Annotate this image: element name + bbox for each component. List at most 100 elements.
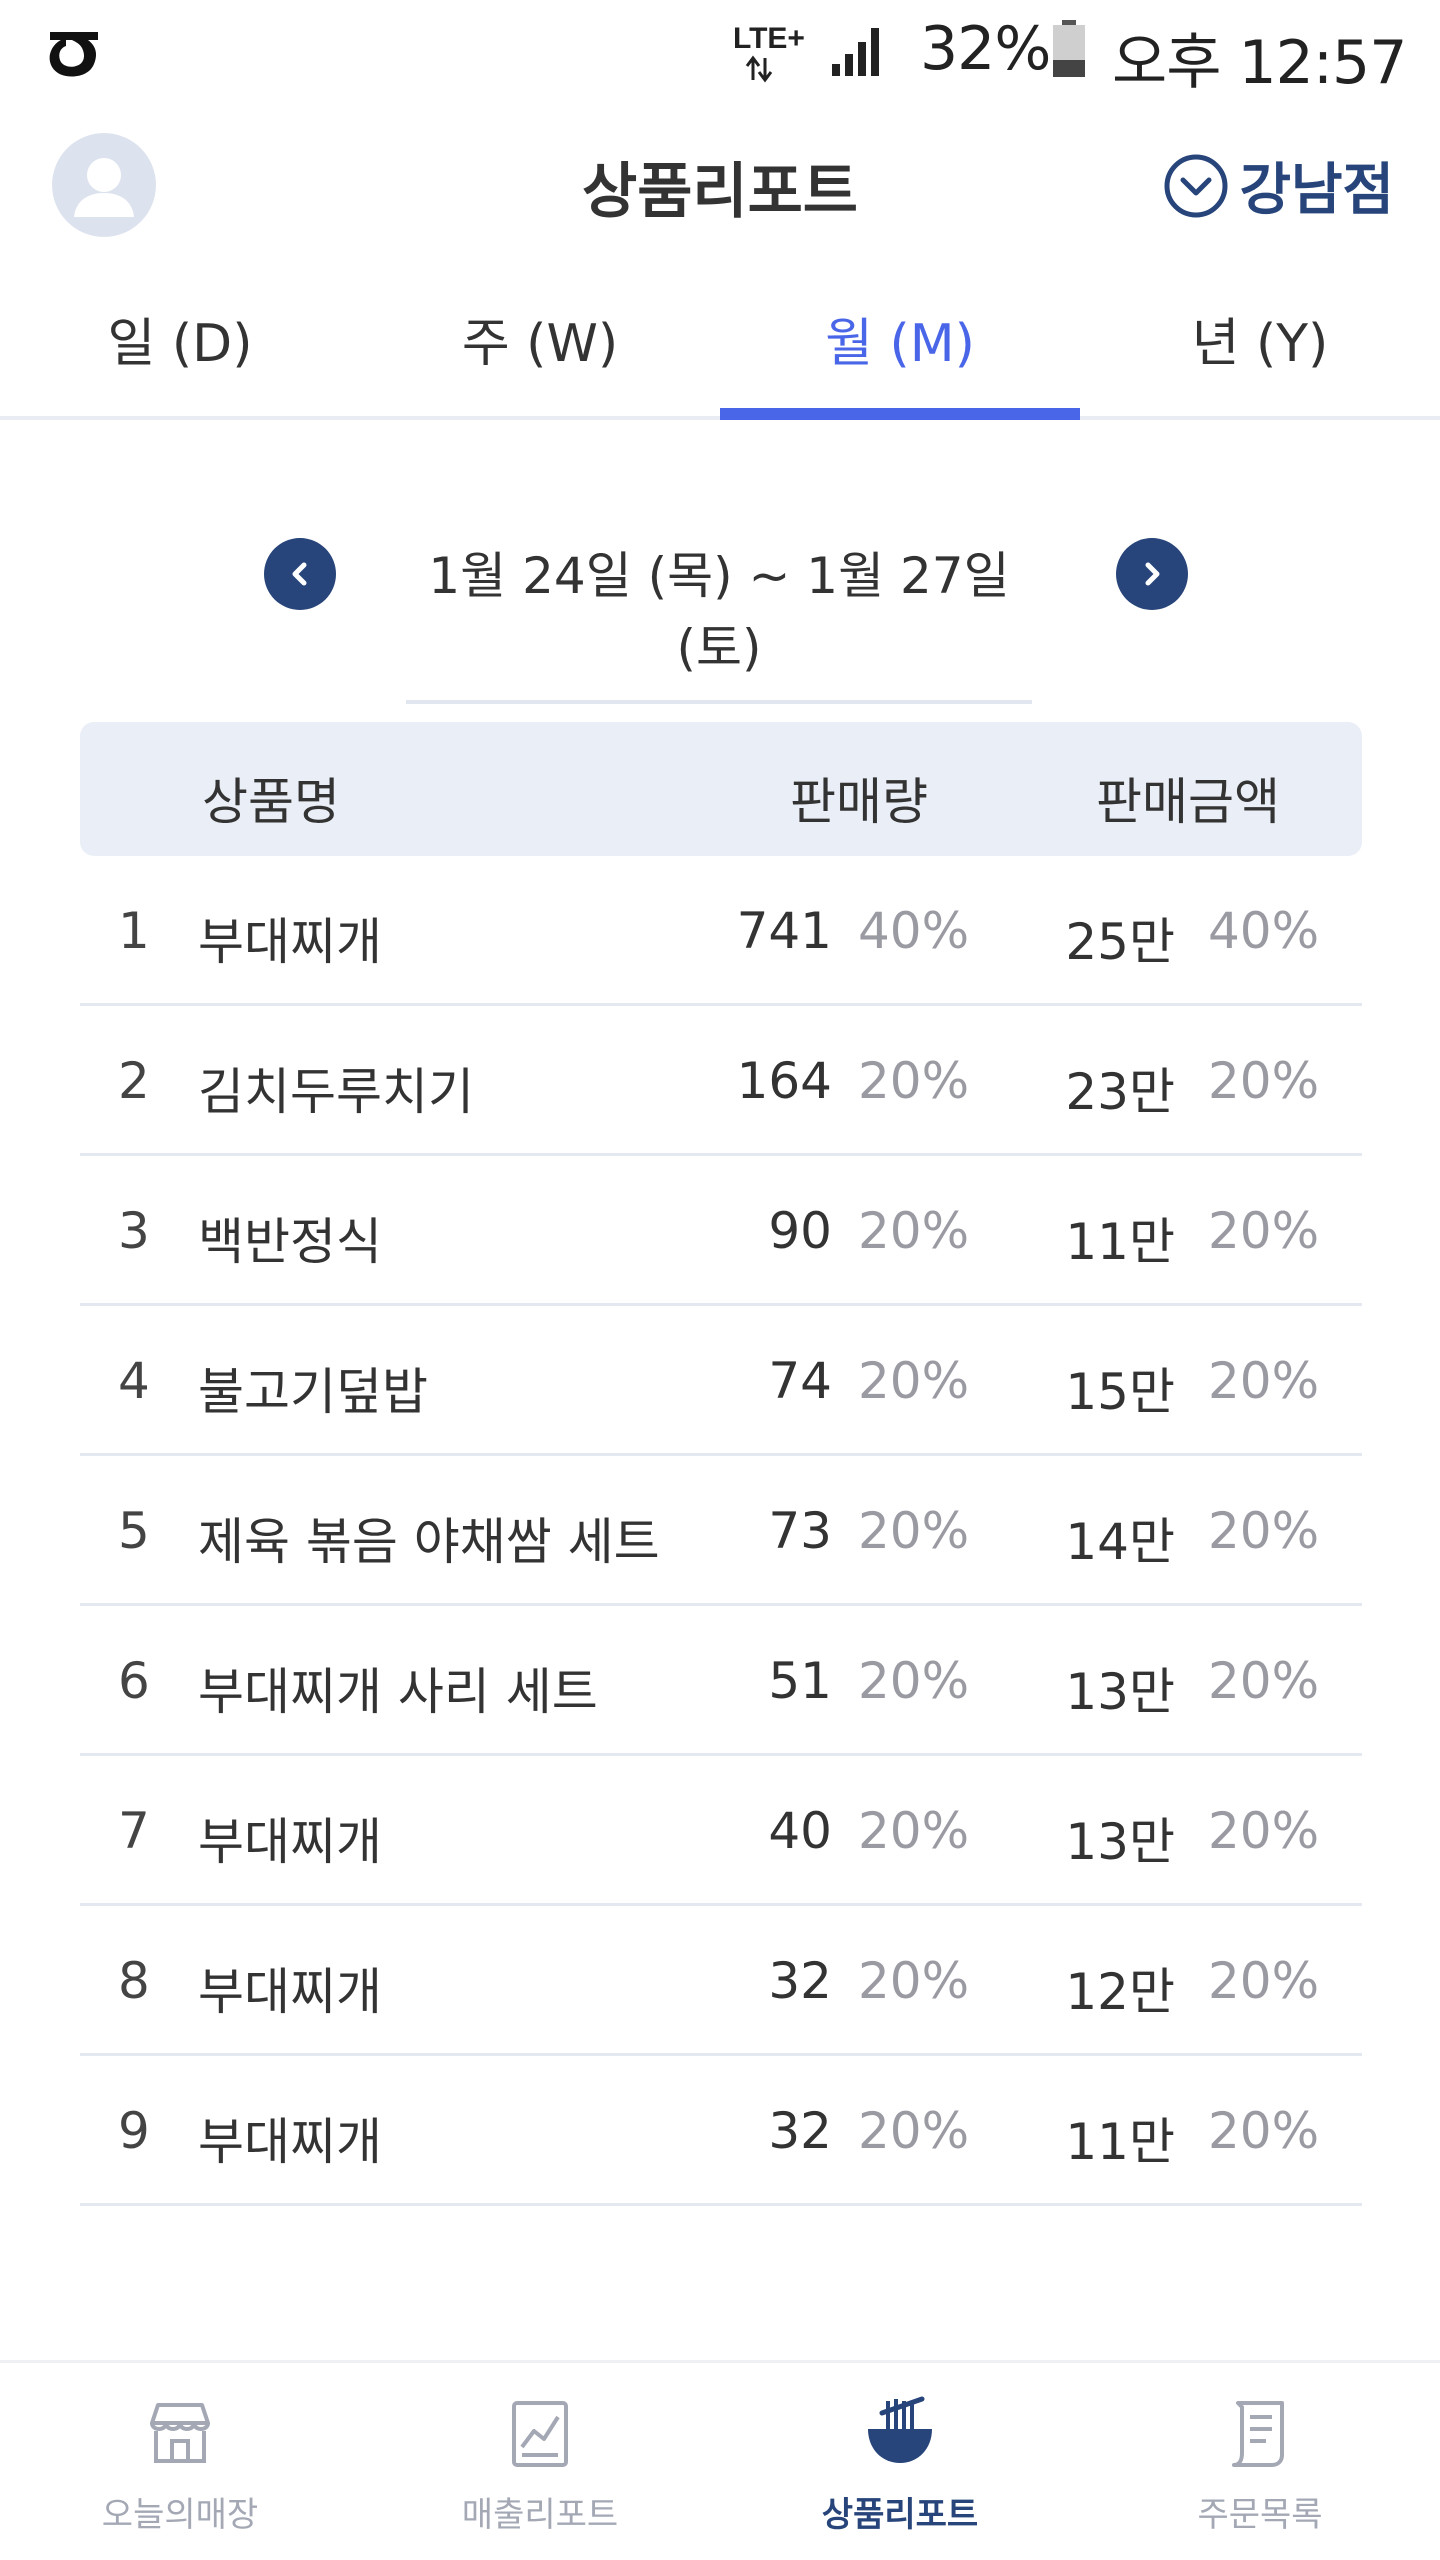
sales-qty-cell: 74 <box>768 1352 832 1410</box>
sales-amount-cell: 12만 <box>1065 1963 1175 2021</box>
column-header-qty: 판매량 <box>790 773 928 831</box>
table-row[interactable]: 6 부대찌개 사리 세트 51 20% 13만 20% <box>80 1606 1362 1756</box>
store-selector[interactable]: 강남점 <box>1163 145 1394 226</box>
sales-qty-cell: 51 <box>768 1652 832 1710</box>
tab-week[interactable]: 주 (W) <box>461 313 619 374</box>
receipt-icon <box>1232 2401 1284 2467</box>
sales-amount-cell: 13만 <box>1065 1813 1175 1871</box>
nav-label: 상품리포트 <box>821 2495 979 2535</box>
sales-qty-cell: 164 <box>736 1052 832 1110</box>
sales-amount-cell: 11만 <box>1065 1213 1175 1271</box>
product-name-cell: 부대찌개 사리 세트 <box>198 1663 598 1721</box>
table-header: 상품명 판매량 판매금액 <box>80 722 1362 856</box>
table-row[interactable]: 2 김치두루치기 164 20% 23만 20% <box>80 1006 1362 1156</box>
bottom-nav: 오늘의매장 매출리포트 상품리포트 주문목록 <box>0 2360 1440 2560</box>
chevron-down-circle-icon <box>1164 154 1228 217</box>
table-row[interactable]: 9 부대찌개 32 20% 11만 20% <box>80 2056 1362 2206</box>
sales-amount-cell: 14만 <box>1065 1513 1175 1571</box>
nav-today-store[interactable]: 오늘의매장 <box>0 2363 360 2560</box>
sales-qty-cell: 73 <box>768 1502 832 1560</box>
sales-qty-cell: 32 <box>768 2102 832 2160</box>
sales-qty-percent-cell: 20% <box>858 1802 970 1860</box>
sales-qty-percent-cell: 20% <box>858 1052 970 1110</box>
sales-qty-cell: 40 <box>768 1802 832 1860</box>
date-navigator: 1월 24일 (목) ~ 1월 27일 (토) <box>0 536 1440 704</box>
sales-amount-percent-cell: 20% <box>1208 1952 1320 2010</box>
sales-amount-cell: 23만 <box>1065 1063 1175 1121</box>
rank-cell: 2 <box>118 1052 150 1110</box>
sales-amount-cell: 15만 <box>1065 1363 1175 1421</box>
table-row[interactable]: 5 제육 볶음 야채쌈 세트 73 20% 14만 20% <box>80 1456 1362 1606</box>
column-header-amount: 판매금액 <box>1096 773 1280 831</box>
sales-qty-percent-cell: 20% <box>858 1352 970 1410</box>
nav-order-list[interactable]: 주문목록 <box>1080 2363 1440 2560</box>
chevron-left-icon <box>292 562 307 586</box>
sales-amount-percent-cell: 20% <box>1208 1352 1320 1410</box>
lte-icon: LTE+ <box>733 22 805 83</box>
product-name-cell: 불고기덮밥 <box>198 1363 428 1421</box>
rank-cell: 8 <box>118 1952 150 2010</box>
rank-cell: 5 <box>118 1502 150 1560</box>
tab-month[interactable]: 월 (M) <box>720 260 1080 420</box>
tab-year[interactable]: 년 (Y) <box>1191 313 1329 374</box>
noodle-bowl-icon <box>868 2396 932 2463</box>
battery-icon <box>1053 20 1085 77</box>
store-name: 강남점 <box>1239 158 1394 223</box>
product-name-cell: 김치두루치기 <box>198 1063 474 1121</box>
sales-qty-percent-cell: 20% <box>858 1202 970 1260</box>
product-name-cell: 제육 볶음 야채쌈 세트 <box>198 1513 660 1571</box>
lte-label: LTE+ <box>733 22 805 55</box>
rank-cell: 7 <box>118 1802 150 1860</box>
column-header-name: 상품명 <box>202 773 340 831</box>
next-period-button[interactable] <box>1116 538 1188 610</box>
table-row[interactable]: 3 백반정식 90 20% 11만 20% <box>80 1156 1362 1306</box>
table-row[interactable]: 8 부대찌개 32 20% 12만 20% <box>80 1906 1362 2056</box>
sales-qty-cell: 741 <box>736 902 832 960</box>
sales-amount-percent-cell: 20% <box>1208 1052 1320 1110</box>
product-name-cell: 부대찌개 <box>198 913 382 971</box>
status-bar: LTE+ 32% 오후 12:57 <box>0 0 1440 105</box>
period-tabs: 일 (D) 주 (W) 월 (M) 년 (Y) <box>0 260 1440 420</box>
chevron-right-icon <box>1145 562 1160 586</box>
rank-cell: 4 <box>118 1352 150 1410</box>
store-icon <box>150 2403 210 2463</box>
rank-cell: 6 <box>118 1652 150 1710</box>
sales-qty-percent-cell: 20% <box>858 1952 970 2010</box>
date-range[interactable]: 1월 24일 (목) ~ 1월 27일 (토) <box>406 536 1032 704</box>
nav-product-report[interactable]: 상품리포트 <box>720 2363 1080 2560</box>
product-name-cell: 부대찌개 <box>198 1813 382 1871</box>
previous-period-button[interactable] <box>264 538 336 610</box>
product-name-cell: 백반정식 <box>198 1213 382 1271</box>
sales-amount-cell: 13만 <box>1065 1663 1175 1721</box>
tab-day[interactable]: 일 (D) <box>107 313 253 374</box>
sales-qty-percent-cell: 20% <box>858 2102 970 2160</box>
nav-sales-report[interactable]: 매출리포트 <box>360 2363 720 2560</box>
sales-qty-percent-cell: 20% <box>858 1502 970 1560</box>
product-name-cell: 부대찌개 <box>198 1963 382 2021</box>
table-row[interactable]: 4 불고기덮밥 74 20% 15만 20% <box>80 1306 1362 1456</box>
product-report-table: 상품명 판매량 판매금액 1 부대찌개 741 40% 25만 40% 2 김치두루치기 164… <box>80 722 1362 2206</box>
table-row[interactable]: 7 부대찌개 40 20% 13만 20% <box>80 1756 1362 1906</box>
sales-qty-percent-cell: 40% <box>858 902 970 960</box>
carrier-logo-icon <box>49 32 98 77</box>
sales-qty-percent-cell: 20% <box>858 1652 970 1710</box>
clock: 오후 12:57 <box>1112 28 1407 98</box>
sales-amount-cell: 25만 <box>1065 913 1175 971</box>
signal-icon <box>832 28 879 76</box>
nav-label: 주문목록 <box>1197 2495 1323 2535</box>
rank-cell: 9 <box>118 2102 150 2160</box>
battery-percent: 32% <box>920 14 1051 84</box>
rank-cell: 3 <box>118 1202 150 1260</box>
nav-label: 매출리포트 <box>461 2495 619 2535</box>
sales-amount-percent-cell: 20% <box>1208 1652 1320 1710</box>
user-icon <box>74 158 134 217</box>
header: 상품리포트 강남점 <box>0 105 1440 260</box>
product-name-cell: 부대찌개 <box>198 2113 382 2171</box>
sales-amount-percent-cell: 20% <box>1208 2102 1320 2160</box>
sales-amount-cell: 11만 <box>1065 2113 1175 2171</box>
nav-label: 오늘의매장 <box>101 2495 259 2535</box>
sales-amount-percent-cell: 20% <box>1208 1802 1320 1860</box>
table-row[interactable]: 1 부대찌개 741 40% 25만 40% <box>80 856 1362 1006</box>
rank-cell: 1 <box>118 902 150 960</box>
avatar[interactable] <box>52 133 156 237</box>
